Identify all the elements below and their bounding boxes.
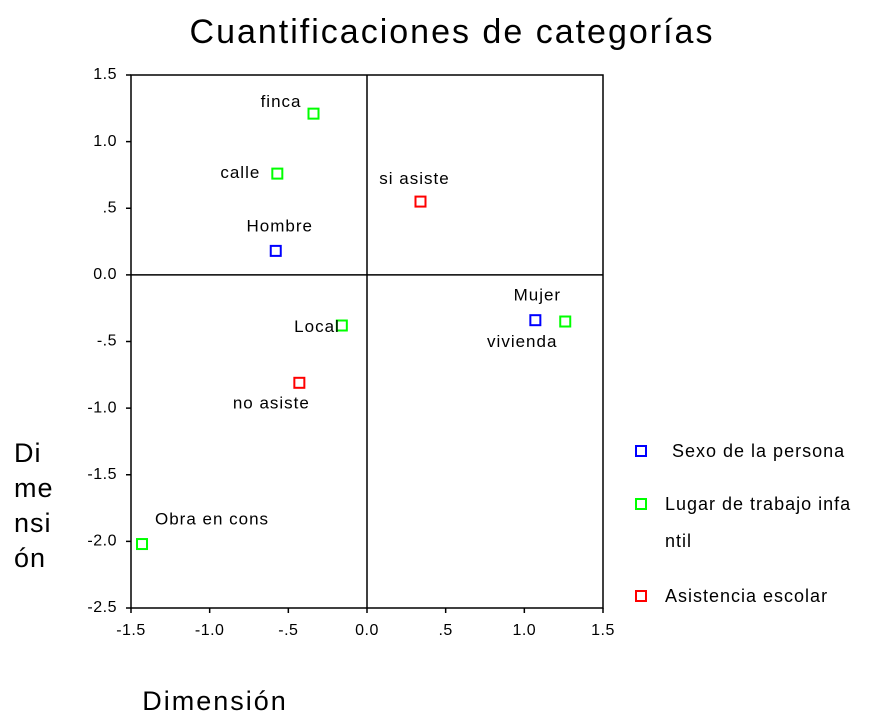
- y-tick-label: 0.0: [93, 266, 117, 283]
- y-tick-label: 1.5: [93, 66, 117, 83]
- point: [559, 315, 572, 328]
- point: [269, 244, 282, 257]
- legend-marker: [635, 498, 647, 510]
- point-label: si asiste: [379, 169, 449, 188]
- legend-marker: [635, 590, 647, 602]
- point: [414, 195, 427, 208]
- x-axis-label: Dimensión: [142, 686, 288, 716]
- y-tick-label: .5: [103, 199, 117, 216]
- x-tick-label: .5: [438, 622, 452, 639]
- x-tick-label: 0.0: [355, 622, 379, 639]
- x-tick-label: -.5: [278, 622, 298, 639]
- y-axis-label: Dimensión: [14, 438, 54, 573]
- point-label: Obra en cons: [155, 510, 269, 529]
- point-label: vivienda: [487, 332, 557, 351]
- point: [136, 538, 149, 551]
- x-tick-label: 1.0: [512, 622, 536, 639]
- point-label: Hombre: [247, 216, 313, 235]
- y-tick-label: -2.5: [87, 599, 117, 616]
- point-label: Local: [294, 317, 340, 336]
- point: [335, 319, 348, 332]
- y-tick-label: -.5: [97, 333, 117, 350]
- point: [271, 167, 284, 180]
- y-tick-label: -1.0: [87, 399, 117, 416]
- y-tick-label: -1.5: [87, 466, 117, 483]
- y-tick-label: 1.0: [93, 133, 117, 150]
- point-label: Mujer: [514, 286, 562, 305]
- point-label: finca: [261, 92, 302, 111]
- x-tick-label: 1.5: [591, 622, 615, 639]
- legend-marker: [635, 445, 647, 457]
- point-label: no asiste: [233, 393, 310, 412]
- point: [307, 107, 320, 120]
- chart-title: Cuantificaciones de categorías: [190, 13, 715, 51]
- point: [293, 376, 306, 389]
- x-tick-label: -1.5: [116, 622, 146, 639]
- legend-label: Lugar de trabajo infantil: [665, 493, 852, 551]
- point: [529, 314, 542, 327]
- point-label: calle: [220, 163, 260, 182]
- legend-label: Sexo de la persona: [672, 440, 846, 461]
- legend-label: Asistencia escolar: [665, 585, 829, 606]
- x-tick-label: -1.0: [195, 622, 225, 639]
- y-tick-label: -2.0: [87, 533, 117, 550]
